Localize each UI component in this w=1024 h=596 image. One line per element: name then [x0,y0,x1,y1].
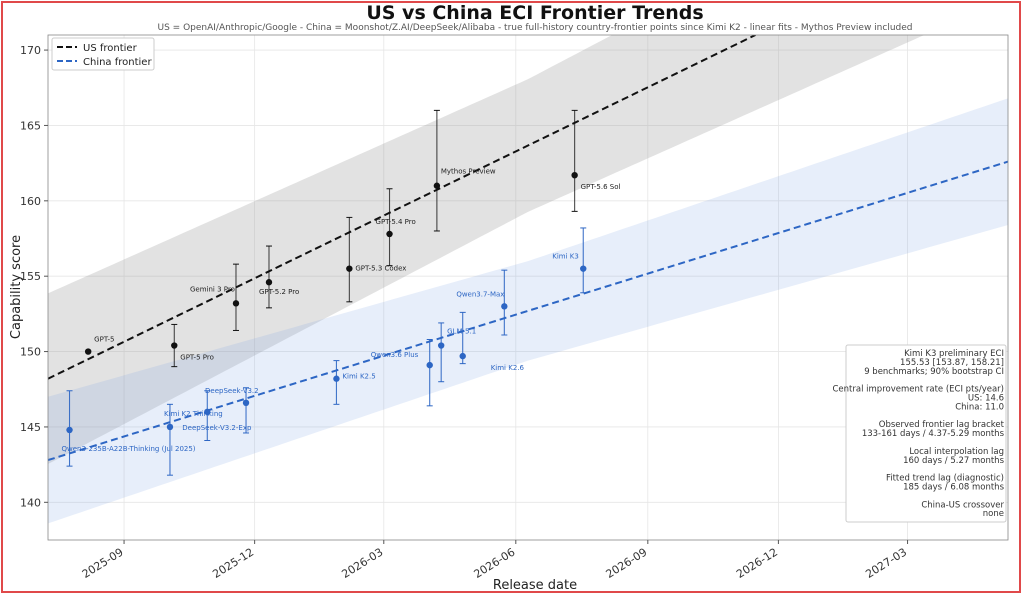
info-box-line: Central improvement rate (ECI pts/year) [833,385,1005,395]
y-tick-label: 165 [20,119,41,132]
info-box-line: Local interpolation lag [909,447,1004,457]
point-label: GPT-5 Pro [180,354,214,362]
x-axis-label: Release date [493,578,577,593]
y-axis-label: Capability score [9,235,24,339]
point-label: Mythos Preview [441,168,496,176]
fit-line-us [48,35,756,380]
data-point [580,265,587,272]
chart-title: US vs China ECI Frontier Trends [366,2,703,24]
point-label: GPT-5 [94,336,114,344]
x-tick-label: 2025-09 [80,546,126,581]
chart-subtitle: US = OpenAI/Anthropic/Google - China = M… [158,23,913,33]
point-label: Kimi K2.5 [342,373,375,381]
legend-box [51,37,155,71]
point-label: GPT-5.4 Pro [376,218,416,226]
info-box-line: Observed frontier lag bracket [879,420,1005,430]
x-tick-label: 2027-03 [863,546,909,581]
legend-label: China frontier [83,57,152,68]
info-box-line: none [983,509,1004,519]
data-point [232,300,240,307]
y-tick-label: 160 [20,195,41,208]
info-box-frame [845,344,1007,523]
legend-label: US frontier [83,43,138,54]
info-box-line: China-US crossover [921,500,1004,510]
data-point [171,342,178,349]
data-point [84,348,92,355]
x-tick-label: 2026-06 [472,546,518,581]
plot-area: GPT-5 GPT-5 Pro Gemini 3 Pro GPT-5.2 Pro GPT… [20,34,1009,581]
info-box-line: 155.53 [153.87, 158.21] [900,358,1004,368]
point-label: Kimi K3 [552,253,579,261]
data-point [437,342,445,349]
point-label: GLM-5.1 [447,328,476,336]
point-label: Kimi K2.6 [491,364,525,372]
x-tick-label: 2025-12 [210,546,256,581]
data-point [242,399,250,407]
y-tick-label: 145 [20,421,41,434]
point-label: GPT-5.3 Codex [355,265,406,273]
data-point [166,423,174,431]
data-point [571,171,578,179]
data-point [433,182,441,189]
plot-border [47,34,1009,541]
point-label: DeepSeek-V3.2 [205,387,259,395]
y-tick-label: 155 [20,270,41,283]
point-label: Gemini 3 Pro [190,285,235,293]
confidence-band-china [48,98,1008,524]
info-box-line: China: 11.0 [955,402,1004,412]
y-tick-label: 150 [20,346,41,359]
point-label: Kimi K2 Thinking [164,410,223,418]
data-point [333,375,340,382]
info-box-line: Kimi K3 preliminary ECI [904,349,1004,359]
point-label: GPT-5.2 Pro [259,288,299,296]
point-label: GPT-5.6 Sol [581,183,621,191]
x-tick-label: 2026-12 [734,546,780,581]
point-label: Qwen3-235B-A22B-Thinking (Jul 2025) [62,445,196,453]
y-tick-label: 140 [20,496,41,509]
data-point [346,265,353,272]
data-point [426,361,433,369]
info-box-line: 9 benchmarks; 90% bootstrap CI [864,367,1004,377]
data-point [66,426,73,434]
point-label: DeepSeek-V3.2-Exp [182,424,252,432]
point-label: Qwen3.7-Max [456,290,504,298]
x-tick-label: 2026-03 [340,546,386,581]
point-label: Qwen3.6 Plus [371,351,419,359]
confidence-band-us [48,35,925,465]
data-point [501,303,508,310]
y-tick-label: 170 [20,44,41,57]
data-point [265,279,273,286]
info-box-line: Fitted trend lag (diagnostic) [886,474,1004,484]
data-point [386,230,393,238]
data-point [459,352,466,360]
data-point [204,408,211,416]
legend: US frontier China frontier [51,37,155,71]
info-box-line: 185 days / 6.08 months [903,483,1004,493]
info-box-line: 160 days / 5.27 months [903,456,1004,466]
info-box-line: US: 14.6 [968,394,1004,404]
x-tick-label: 2026-09 [604,546,650,581]
info-box-line: 133-161 days / 4.37-5.29 months [862,429,1005,439]
